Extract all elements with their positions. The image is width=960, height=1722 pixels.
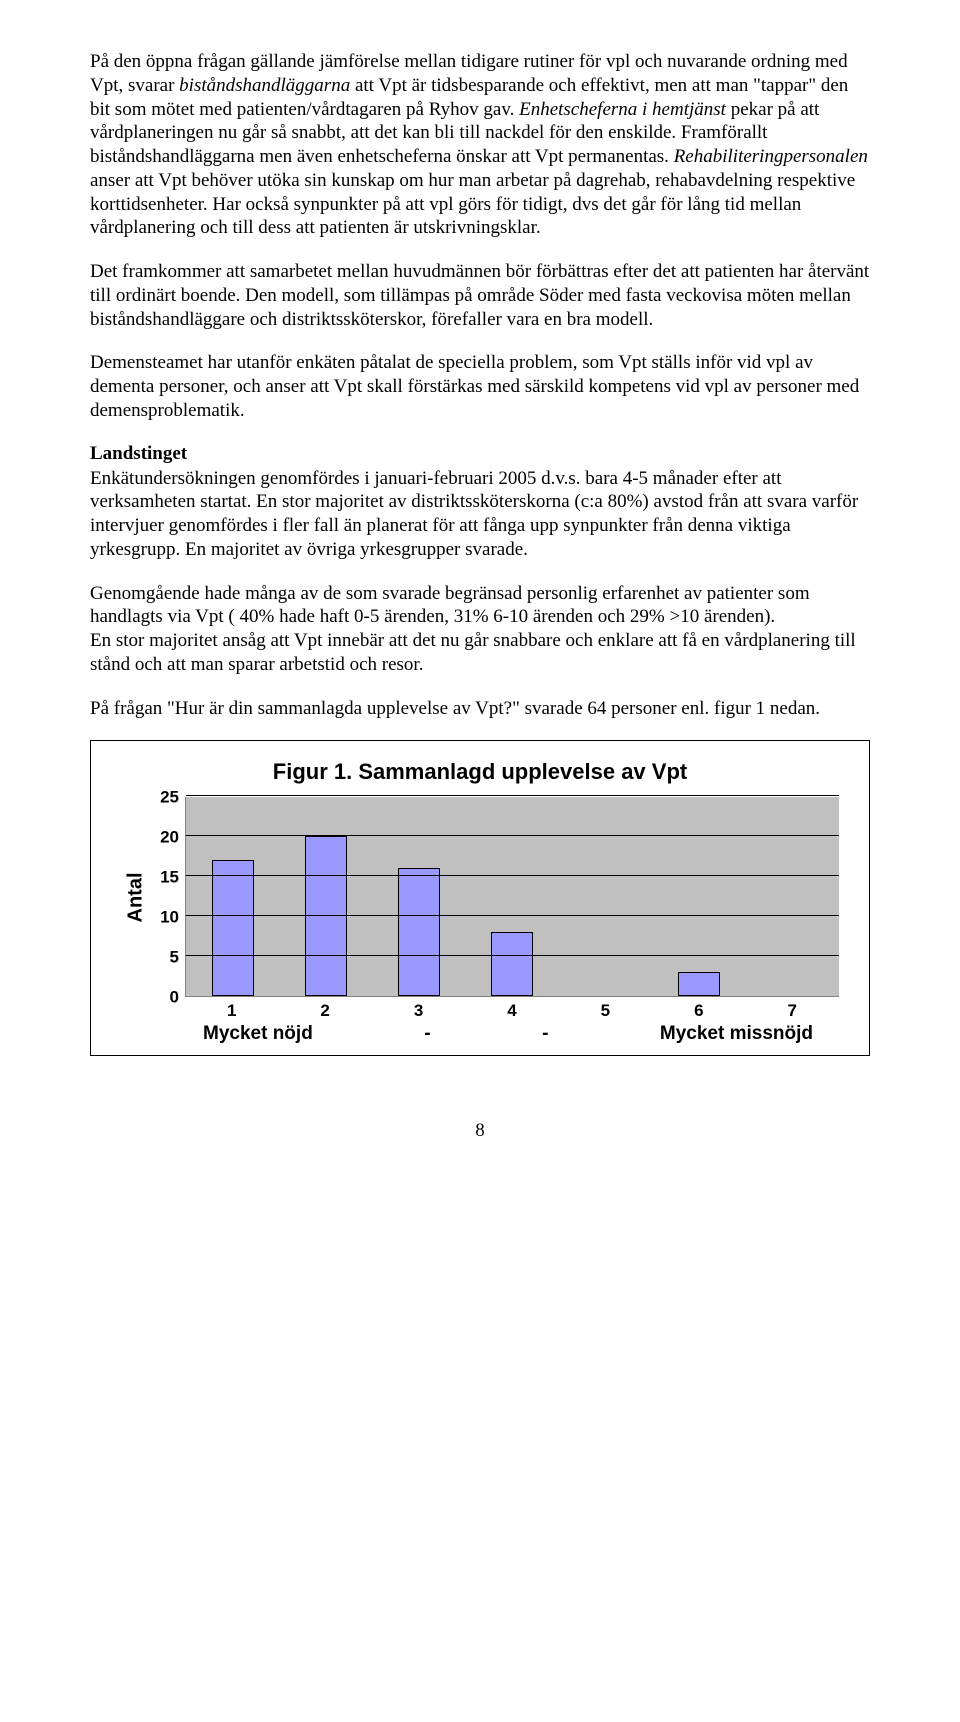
y-tick-label: 0 [170, 989, 179, 1006]
x-tick-row: 1234567 [185, 997, 839, 1021]
p1-text-d: Enhetscheferna i hemtjänst [519, 99, 726, 120]
bar-slot [746, 797, 839, 996]
chart-body: Antal 0510152025 [121, 797, 839, 997]
bar-slot [559, 797, 652, 996]
bar [398, 868, 440, 996]
page-number: 8 [90, 1120, 870, 1142]
paragraph-2: Det framkommer att samarbetet mellan huv… [90, 260, 870, 331]
x-tick-label: 3 [372, 997, 465, 1021]
bar [212, 860, 254, 996]
chart-container: Figur 1. Sammanlagd upplevelse av Vpt An… [90, 740, 870, 1056]
x-tick-label: 4 [465, 997, 558, 1021]
x-axis-label-row: Mycket nöjd - - Mycket missnöjd [185, 1021, 839, 1045]
x-tick-label: 7 [746, 997, 839, 1021]
x-tick-label: 5 [559, 997, 652, 1021]
p1-text-f: Rehabiliteringpersonalen [674, 146, 868, 167]
chart-title: Figur 1. Sammanlagd upplevelse av Vpt [121, 759, 839, 785]
paragraph-6: På frågan "Hur är din sammanlagda upplev… [90, 697, 870, 721]
bar-slot [652, 797, 745, 996]
y-tick-label: 15 [160, 869, 179, 886]
x-tick-label: 1 [185, 997, 278, 1021]
gridline [186, 835, 839, 836]
x-tick-label: 2 [278, 997, 371, 1021]
paragraph-3: Demensteamet har utanför enkäten påtalat… [90, 351, 870, 422]
gridline [186, 875, 839, 876]
gridline [186, 795, 839, 796]
y-tick-label: 10 [160, 909, 179, 926]
paragraph-1: På den öppna frågan gällande jämförelse … [90, 50, 870, 240]
bars-row [186, 797, 839, 996]
bar [305, 836, 347, 996]
bar [678, 972, 720, 996]
y-axis-label-wrap: Antal [121, 797, 151, 997]
x-axis-label-mid2: - [542, 1023, 548, 1045]
heading-landstinget: Landstinget [90, 443, 870, 465]
x-tick-label: 6 [652, 997, 745, 1021]
paragraph-4: Enkätundersökningen genomfördes i januar… [90, 467, 870, 562]
y-tick-label: 25 [160, 789, 179, 806]
plot-area [185, 797, 839, 997]
gridline [186, 955, 839, 956]
paragraph-5: Genomgående hade många av de som svarade… [90, 582, 870, 677]
p1-text-b: biståndshandläggarna [179, 75, 350, 96]
y-tick-column: 0510152025 [151, 797, 185, 997]
y-tick-label: 20 [160, 829, 179, 846]
bar [491, 932, 533, 996]
gridline [186, 915, 839, 916]
x-axis-label-mid1: - [424, 1023, 430, 1045]
x-axis-label-left: Mycket nöjd [203, 1023, 313, 1045]
bar-slot [186, 797, 279, 996]
y-tick-label: 5 [170, 949, 179, 966]
y-axis-label: Antal [125, 872, 148, 922]
bar-slot [279, 797, 372, 996]
bar-slot [466, 797, 559, 996]
p1-text-g: anser att Vpt behöver utöka sin kunskap … [90, 170, 855, 239]
bar-slot [373, 797, 466, 996]
x-axis-label-right: Mycket missnöjd [660, 1023, 813, 1045]
